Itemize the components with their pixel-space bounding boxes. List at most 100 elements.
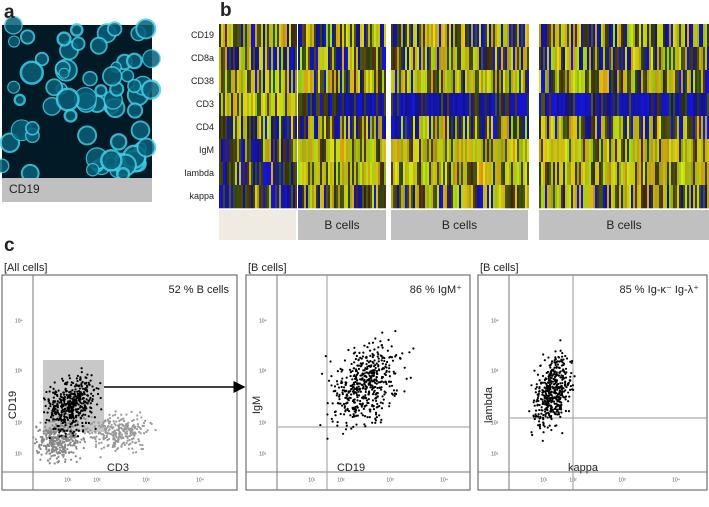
event <box>50 411 53 415</box>
cell <box>691 162 693 186</box>
cell <box>651 93 653 117</box>
event <box>562 363 565 366</box>
cell <box>225 116 227 140</box>
cell <box>555 24 557 48</box>
cell <box>219 93 221 117</box>
event <box>52 436 55 440</box>
event <box>89 435 92 439</box>
cell <box>473 139 475 163</box>
event <box>551 396 554 399</box>
cell <box>673 70 675 94</box>
cell <box>539 162 541 186</box>
cell <box>312 185 314 209</box>
cell <box>338 185 340 209</box>
cell <box>255 139 257 163</box>
cell <box>597 70 599 94</box>
event <box>102 436 105 439</box>
cell <box>661 139 663 163</box>
cell <box>342 185 344 209</box>
cell <box>575 70 577 94</box>
event <box>45 436 48 439</box>
cell <box>673 116 675 140</box>
cell <box>237 93 239 117</box>
cell <box>267 139 269 163</box>
event <box>557 366 560 369</box>
cell <box>259 24 261 48</box>
event <box>358 402 362 405</box>
cell <box>283 70 285 94</box>
event <box>350 362 353 366</box>
event <box>345 393 349 396</box>
cell <box>589 185 591 209</box>
cell <box>372 24 374 48</box>
event <box>84 421 88 425</box>
event <box>382 381 385 384</box>
cell <box>378 185 380 209</box>
event <box>361 377 364 380</box>
cell <box>485 162 487 186</box>
cell <box>563 116 565 140</box>
gate-label: [B cells] <box>248 262 287 274</box>
event <box>546 408 549 411</box>
event <box>538 420 541 423</box>
cell <box>261 185 263 209</box>
cell <box>397 185 399 209</box>
event <box>381 395 384 398</box>
cell <box>354 70 356 94</box>
cell <box>551 93 553 117</box>
event <box>118 426 121 429</box>
event <box>389 380 393 383</box>
cell <box>683 185 685 209</box>
cell <box>269 24 271 48</box>
cell <box>397 93 399 117</box>
cell <box>298 70 300 94</box>
event <box>76 423 79 426</box>
event <box>559 339 562 342</box>
event <box>557 374 560 377</box>
cell <box>368 185 370 209</box>
cell <box>368 162 370 186</box>
cell <box>705 139 707 163</box>
cell <box>395 70 397 94</box>
cell <box>277 47 279 71</box>
cell <box>645 116 647 140</box>
event <box>378 414 381 417</box>
cell <box>513 47 515 71</box>
event <box>547 375 550 378</box>
cell <box>459 70 461 94</box>
cell <box>312 116 314 140</box>
event <box>60 434 63 437</box>
event <box>65 429 69 432</box>
cell <box>511 70 513 94</box>
cell <box>326 116 328 140</box>
cell <box>344 47 346 71</box>
event <box>77 389 81 393</box>
event <box>137 440 141 443</box>
event <box>547 411 550 414</box>
cell <box>281 185 283 209</box>
cell <box>417 116 419 140</box>
event <box>365 386 368 390</box>
cell <box>561 185 563 209</box>
cell <box>467 185 469 209</box>
cell <box>340 24 342 48</box>
event <box>74 388 77 391</box>
cell <box>505 162 507 186</box>
cell <box>617 185 619 209</box>
row-label: IgM <box>199 145 214 155</box>
cell <box>251 70 253 94</box>
event <box>346 408 349 412</box>
event <box>534 391 537 394</box>
cell <box>249 70 251 94</box>
cell <box>417 93 419 117</box>
cell <box>409 162 411 186</box>
cell <box>243 185 245 209</box>
cell <box>419 47 421 71</box>
cell <box>575 139 577 163</box>
event <box>365 362 368 366</box>
cell <box>503 47 505 71</box>
cell <box>585 139 587 163</box>
cell <box>227 185 229 209</box>
cell <box>681 47 683 71</box>
event <box>71 397 74 400</box>
